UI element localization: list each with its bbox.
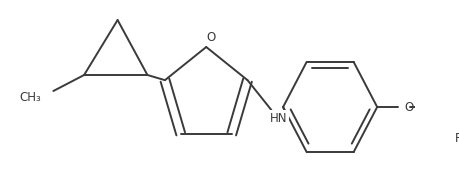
Text: CH₃: CH₃: [19, 91, 41, 103]
Text: F: F: [455, 132, 459, 145]
Text: HN: HN: [270, 112, 287, 124]
Text: O: O: [206, 31, 215, 44]
Text: O: O: [404, 101, 414, 113]
